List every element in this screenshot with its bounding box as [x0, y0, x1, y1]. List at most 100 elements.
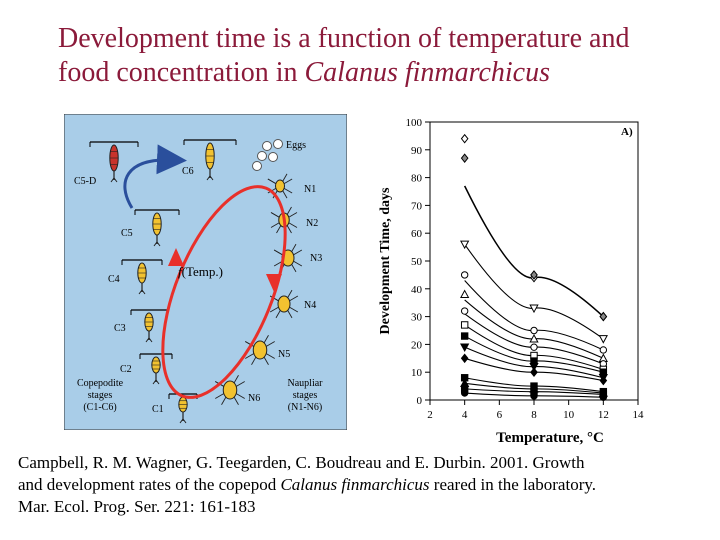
copepodite-caption: Copepodite stages (C1-C6) — [77, 378, 124, 413]
data-point — [530, 270, 538, 280]
citation-line-3: Mar. Ecol. Prog. Ser. 221: 161-183 — [18, 497, 256, 516]
data-point — [460, 307, 469, 315]
copepod-c4-figure — [121, 259, 163, 295]
stage-label-n3: N3 — [310, 253, 322, 264]
stage-label-n1: N1 — [304, 184, 316, 195]
data-point — [529, 333, 539, 343]
nauplius-n6-figure — [215, 375, 245, 405]
stage-label-n2: N2 — [306, 218, 318, 229]
stage-label-c5: C5 — [121, 228, 133, 239]
x-tick-label: 2 — [427, 409, 433, 421]
data-point — [460, 240, 470, 250]
cycle-arrowhead-down-icon — [266, 274, 282, 292]
eggs-label: Eggs — [286, 140, 306, 151]
y-tick-label: 80 — [411, 173, 423, 185]
data-point — [460, 133, 469, 144]
copepod-c5d-figure — [89, 141, 139, 183]
citation: Campbell, R. M. Wagner, G. Teegarden, C.… — [18, 452, 718, 518]
copepodite-caption-line-1: Copepodite — [77, 378, 124, 389]
naupliar-caption-line-2: stages — [293, 390, 318, 401]
data-point — [530, 343, 538, 351]
development-cycle-ellipse — [161, 185, 287, 399]
stage-label-n5: N5 — [278, 349, 290, 360]
x-tick-label: 6 — [497, 409, 503, 421]
fit-curve — [463, 185, 604, 318]
copepodite-caption-line-2: stages — [88, 390, 113, 401]
x-tick-label: 4 — [462, 409, 468, 421]
data-point — [460, 389, 469, 397]
data-point — [530, 367, 538, 378]
citation-line-1: Campbell, R. M. Wagner, G. Teegarden, C.… — [18, 453, 585, 472]
copepod-c6-figure — [183, 139, 237, 181]
y-axis-label: Development Time, days — [378, 187, 393, 334]
y-tick-label: 10 — [411, 367, 423, 379]
x-axis-ticks: 2 4 6 8 10 12 14 — [427, 400, 644, 421]
title-line-2-prefix: food concentration in — [58, 57, 305, 88]
title-species-name: Calanus finmarchicus — [304, 57, 551, 88]
y-tick-label: 100 — [406, 117, 423, 129]
panel-label: A) — [621, 126, 633, 138]
data-point — [530, 392, 538, 400]
data-point — [599, 346, 608, 354]
egg-cluster — [252, 139, 283, 171]
citation-species-name: Calanus finmarchicus — [280, 475, 430, 494]
copepod-c3-figure — [130, 309, 168, 343]
copepod-c5-figure — [134, 209, 180, 247]
y-tick-label: 60 — [411, 228, 423, 240]
data-point — [460, 271, 469, 279]
y-tick-label: 90 — [411, 145, 423, 157]
x-tick-label: 8 — [531, 409, 537, 421]
cycle-arrowhead-up-icon — [168, 248, 184, 266]
stage-label-c3: C3 — [114, 323, 126, 334]
y-tick-label: 40 — [411, 284, 423, 296]
data-point — [599, 393, 608, 401]
data-point — [460, 321, 469, 329]
data-point — [460, 289, 470, 299]
title-line-2: food concentration in Calanus finmarchic… — [58, 56, 708, 90]
copepodite-caption-line-3: (C1-C6) — [83, 402, 116, 413]
data-point — [530, 326, 538, 335]
y-tick-label: 50 — [411, 256, 423, 268]
x-tick-label: 10 — [563, 409, 575, 421]
naupliar-figures — [215, 173, 303, 405]
data-point — [460, 353, 469, 364]
citation-line-2-prefix: and development rates of the copepod — [18, 475, 281, 494]
fit-curve — [464, 244, 604, 340]
data-points — [460, 133, 608, 401]
nauplius-n1-figure — [267, 173, 293, 199]
x-tick-label: 14 — [633, 409, 645, 421]
copepod-c2-figure — [139, 353, 173, 385]
stage-label-n4: N4 — [304, 300, 316, 311]
stage-label-c5d: C5-D — [74, 176, 96, 187]
nauplius-n5-figure — [245, 335, 275, 365]
stage-label-c6: C6 — [182, 166, 194, 177]
title-line-1: Development time is a function of temper… — [58, 23, 630, 54]
stage-label-c4: C4 — [108, 274, 120, 285]
nauplius-n4-figure — [269, 289, 299, 319]
molt-arrow-icon — [123, 144, 187, 209]
center-label-f: f — [178, 264, 184, 279]
citation-line-2-suffix: reared in the laboratory. — [429, 475, 597, 494]
y-tick-label: 0 — [417, 395, 423, 407]
data-point — [598, 335, 608, 344]
stage-label-c2: C2 — [120, 364, 132, 375]
x-tick-label: 12 — [598, 409, 609, 421]
stage-label-n6: N6 — [248, 393, 260, 404]
citation-line-2: and development rates of the copepod Cal… — [18, 474, 718, 496]
naupliar-caption-line-1: Naupliar — [288, 378, 324, 389]
data-point — [460, 153, 469, 163]
data-point — [460, 332, 469, 340]
stage-label-c1: C1 — [152, 404, 164, 415]
data-point — [599, 311, 608, 322]
naupliar-caption-line-3: (N1-N6) — [288, 402, 322, 413]
data-point — [529, 362, 539, 372]
data-point — [599, 375, 608, 386]
y-tick-label: 30 — [411, 312, 423, 324]
center-label-rest: (Temp.) — [182, 264, 223, 279]
center-temp-label: f(Temp.) — [178, 264, 223, 279]
y-tick-label: 70 — [411, 200, 423, 212]
life-cycle-diagram: f(Temp.) Eggs C5-D C6 C5 C4 C3 C2 C1 N1 … — [64, 114, 347, 430]
y-tick-label: 20 — [411, 339, 423, 351]
development-time-chart: 0 10 20 30 40 50 60 70 80 90 100 2 4 6 8 10 12 14 A) Dev… — [378, 117, 644, 446]
slide-title: Development time is a function of temper… — [58, 22, 708, 90]
